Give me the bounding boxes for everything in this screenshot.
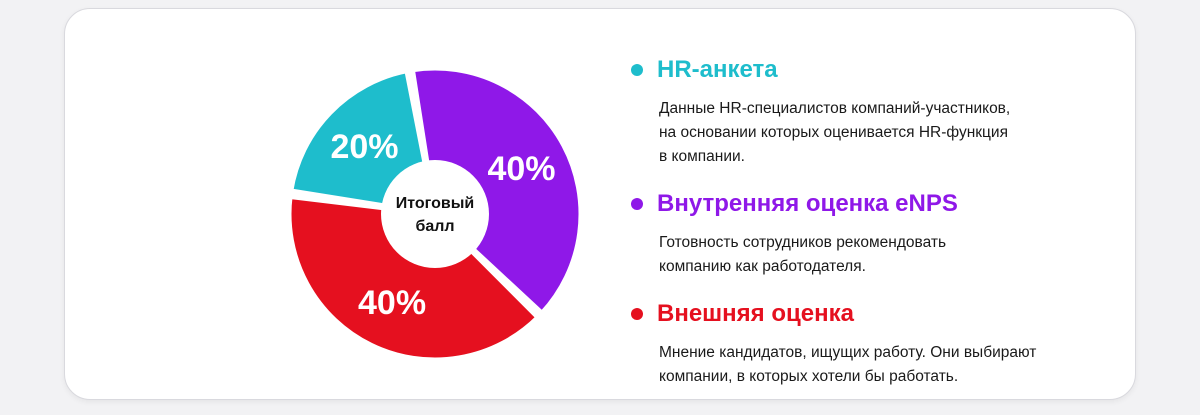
legend-item-external: Внешняя оценка Мнение кандидатов, ищущих… <box>631 297 1111 389</box>
legend: HR-анкета Данные HR-специалистов компани… <box>631 53 1111 407</box>
pie-labels: 20% 40% 40% <box>330 128 555 322</box>
legend-item-hr-survey: HR-анкета Данные HR-специалистов компани… <box>631 53 1111 169</box>
legend-dot-red <box>631 308 643 320</box>
center-label-line-1: Итоговый <box>396 195 474 212</box>
pie-chart-svg: Итоговый балл 20% 40% 40% <box>286 65 584 363</box>
pie-slice-label-1: 40% <box>487 150 555 188</box>
pie-slices <box>286 65 584 363</box>
legend-dot-teal <box>631 64 643 76</box>
legend-dot-purple <box>631 198 643 210</box>
center-circle <box>381 160 489 268</box>
legend-title-enps: Внутренняя оценка eNPS <box>657 190 958 217</box>
legend-title-hr-survey: HR-анкета <box>657 56 778 83</box>
legend-desc-hr-survey: Данные HR-специалистов компаний-участник… <box>659 100 1011 165</box>
center-label-line-2: балл <box>415 218 454 235</box>
legend-item-enps: Внутренняя оценка eNPS Готовность сотруд… <box>631 187 1111 279</box>
legend-desc-enps: Готовность сотрудников рекомендовать ком… <box>659 234 947 275</box>
legend-desc-external: Мнение кандидатов, ищущих работу. Они вы… <box>659 344 1037 385</box>
pie-slice-label-0: 20% <box>330 128 398 166</box>
pie-slice-label-2: 40% <box>358 284 426 322</box>
info-card: Итоговый балл 20% 40% 40% HR-анкета Данные… <box>64 8 1136 400</box>
legend-title-external: Внешняя оценка <box>657 300 854 327</box>
pie-chart: Итоговый балл 20% 40% 40% <box>285 64 585 364</box>
